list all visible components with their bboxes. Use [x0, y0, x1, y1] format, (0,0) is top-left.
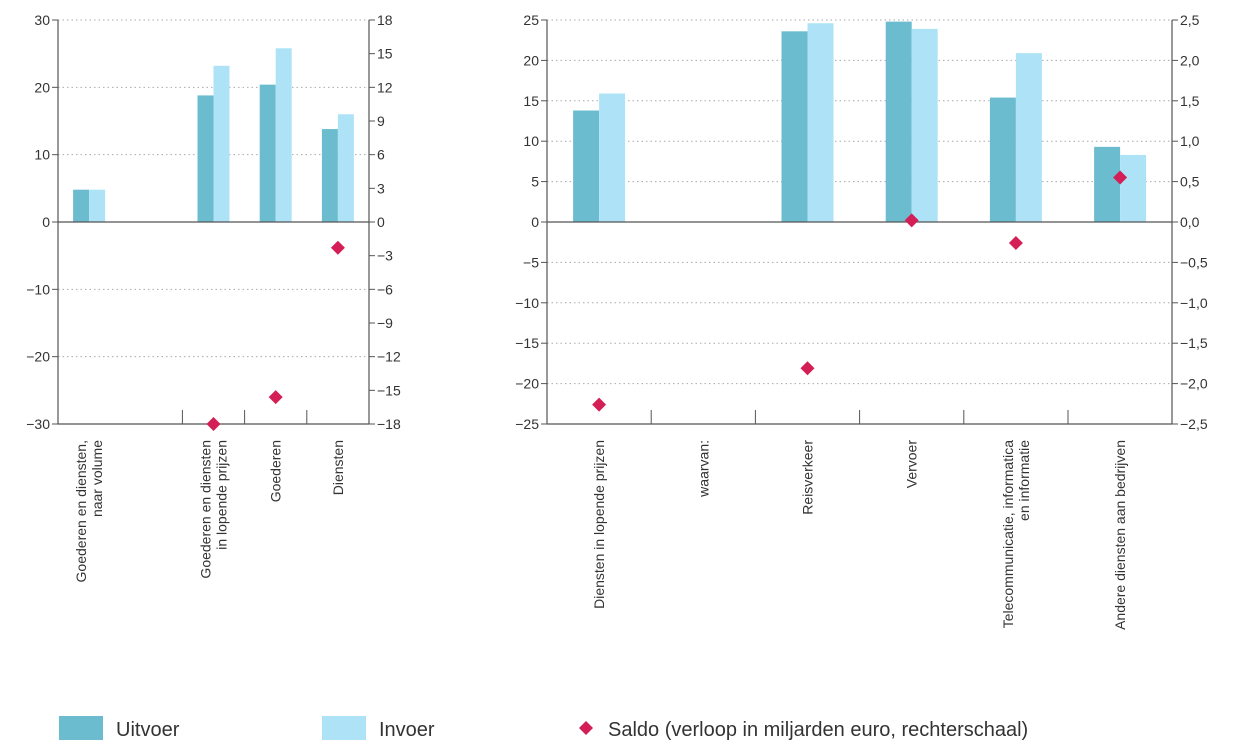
left-tick-label: −20	[515, 376, 539, 392]
category-label: in lopende prijzen	[214, 440, 230, 550]
left-tick-label: 30	[34, 12, 50, 28]
left-tick-label: 25	[523, 12, 539, 28]
right-tick-label: −1,0	[1180, 295, 1208, 311]
uitvoer-bar	[73, 189, 90, 222]
invoer-bar	[1015, 53, 1042, 223]
right-tick-label: −2,0	[1180, 376, 1208, 392]
invoer-bar	[89, 189, 106, 222]
left-tick-label: −5	[523, 254, 539, 270]
right-tick-label: 2,0	[1180, 52, 1200, 68]
right-tick-label: −3	[377, 248, 393, 264]
chart-panel-2: 25 20 15 10 5 0 −5 −10 −15 −20 −25 2,5 2,0 1,5 1,0 0,5 0…	[515, 12, 1208, 630]
category-label: waarvan:	[695, 440, 711, 498]
right-tick-label: 12	[377, 79, 393, 95]
left-tick-label: 0	[531, 214, 539, 230]
category-label: Diensten in lopende prijzen	[591, 440, 607, 609]
category-label: en informatie	[1016, 440, 1032, 521]
legend-uitvoer-swatch	[59, 716, 103, 740]
legend-uitvoer-label: Uitvoer	[116, 719, 180, 740]
saldo-marker	[268, 390, 283, 405]
category-label: Andere diensten aan bedrijven	[1112, 440, 1128, 630]
uitvoer-bar	[885, 21, 912, 223]
right-tick-label: 2,5	[1180, 12, 1200, 28]
legend: Uitvoer Invoer Saldo (verloop in miljarden…	[59, 716, 1028, 741]
saldo-marker	[800, 361, 815, 376]
left-tick-label: −10	[26, 281, 50, 297]
invoer-bar	[911, 28, 938, 222]
right-tick-label: 15	[377, 46, 393, 62]
right-tick-label: 0	[377, 214, 385, 230]
right-tick-label: 0,0	[1180, 214, 1200, 230]
left-tick-label: −30	[26, 416, 50, 432]
saldo-marker	[904, 213, 919, 228]
category-label: Vervoer	[904, 440, 920, 489]
category-label: Telecommunicatie, informatica	[1000, 440, 1016, 629]
chart-panel-1: 3020100−10−20−301815129630−3−6−9−12−15−1…	[26, 12, 401, 582]
invoer-bar	[337, 114, 354, 222]
invoer-bar	[275, 48, 292, 222]
left-tick-label: 10	[523, 133, 539, 149]
right-tick-label: 3	[377, 180, 385, 196]
saldo-marker	[330, 240, 345, 255]
category-label: Reisverkeer	[800, 440, 816, 515]
right-tick-label: 0,5	[1180, 174, 1200, 190]
right-tick-label: −6	[377, 281, 393, 297]
left-tick-label: 10	[34, 147, 50, 163]
right-tick-label: 1,5	[1180, 93, 1200, 109]
invoer-bar	[213, 65, 230, 222]
saldo-marker	[592, 397, 607, 412]
legend-saldo-marker	[579, 721, 593, 735]
right-tick-label: −12	[377, 349, 401, 365]
legend-invoer-swatch	[322, 716, 366, 740]
uitvoer-bar	[781, 31, 808, 223]
saldo-marker	[206, 417, 221, 431]
category-label: Diensten	[330, 440, 346, 495]
right-tick-label: −9	[377, 315, 393, 331]
saldo-marker	[1008, 236, 1023, 251]
uitvoer-bar	[1094, 146, 1121, 222]
left-tick-label: 20	[523, 52, 539, 68]
invoer-bar	[1120, 154, 1147, 222]
category-label: naar volume	[89, 440, 105, 517]
left-tick-label: 20	[34, 79, 50, 95]
invoer-bar	[807, 23, 834, 223]
left-tick-label: 0	[42, 214, 50, 230]
right-tick-label: 1,0	[1180, 133, 1200, 149]
right-tick-label: −18	[377, 416, 401, 432]
left-tick-label: −10	[515, 295, 539, 311]
left-tick-label: −25	[515, 416, 539, 432]
saldo-marker	[1113, 170, 1128, 185]
category-label: Goederen en diensten	[198, 440, 214, 579]
legend-invoer-label: Invoer	[379, 719, 435, 740]
left-tick-label: 15	[523, 93, 539, 109]
uitvoer-bar	[197, 95, 214, 222]
right-tick-label: −2,5	[1180, 416, 1208, 432]
uitvoer-bar	[989, 97, 1016, 222]
right-tick-label: 9	[377, 113, 385, 129]
left-tick-label: 5	[531, 174, 539, 190]
right-tick-label: 18	[377, 12, 393, 28]
left-tick-label: −15	[515, 335, 539, 351]
legend-saldo-label: Saldo (verloop in miljarden euro, rechte…	[608, 719, 1028, 740]
category-label: Goederen en diensten,	[73, 440, 89, 582]
uitvoer-bar	[259, 84, 276, 222]
right-tick-label: 6	[377, 147, 385, 163]
category-label: Goederen	[268, 440, 284, 502]
left-tick-label: −20	[26, 349, 50, 365]
right-tick-label: −1,5	[1180, 335, 1208, 351]
right-tick-label: −15	[377, 382, 401, 398]
right-tick-label: −0,5	[1180, 254, 1208, 270]
uitvoer-bar	[321, 129, 338, 222]
uitvoer-bar	[573, 110, 600, 222]
invoer-bar	[599, 93, 626, 222]
